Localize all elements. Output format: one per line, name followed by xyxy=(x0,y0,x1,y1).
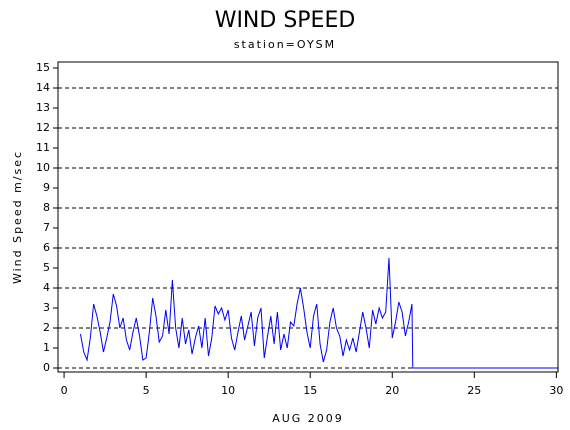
y-tick-label: 1 xyxy=(43,341,50,354)
y-tick-label: 8 xyxy=(43,201,50,214)
y-tick-label: 10 xyxy=(36,161,50,174)
y-tick-label: 9 xyxy=(43,181,50,194)
y-tick-label: 7 xyxy=(43,221,50,234)
x-axis-label: AUG 2009 xyxy=(272,412,344,425)
x-tick-label: 30 xyxy=(549,384,563,397)
x-tick-label: 25 xyxy=(467,384,481,397)
y-axis-label: Wind Speed m/sec xyxy=(11,150,24,284)
y-tick-label: 2 xyxy=(43,321,50,334)
y-tick-label: 14 xyxy=(36,81,50,94)
y-tick-label: 11 xyxy=(36,141,50,154)
plot-frame xyxy=(57,61,559,373)
y-tick-label: 3 xyxy=(43,301,50,314)
y-tick-label: 5 xyxy=(43,261,50,274)
data-line xyxy=(79,257,557,369)
y-tick-label: 6 xyxy=(43,241,50,254)
x-tick-label: 15 xyxy=(303,384,317,397)
chart-subtitle: station=OYSM xyxy=(234,38,336,51)
x-tick-label: 5 xyxy=(143,384,150,397)
x-tick-label: 20 xyxy=(385,384,399,397)
y-tick-label: 13 xyxy=(36,101,50,114)
x-tick-label: 0 xyxy=(61,384,68,397)
chart-title: WIND SPEED xyxy=(215,8,356,33)
y-tick-label: 0 xyxy=(43,361,50,374)
y-tick-label: 4 xyxy=(43,281,50,294)
x-tick-label: 10 xyxy=(221,384,235,397)
y-tick-label: 12 xyxy=(36,121,50,134)
y-tick-label: 15 xyxy=(36,61,50,74)
